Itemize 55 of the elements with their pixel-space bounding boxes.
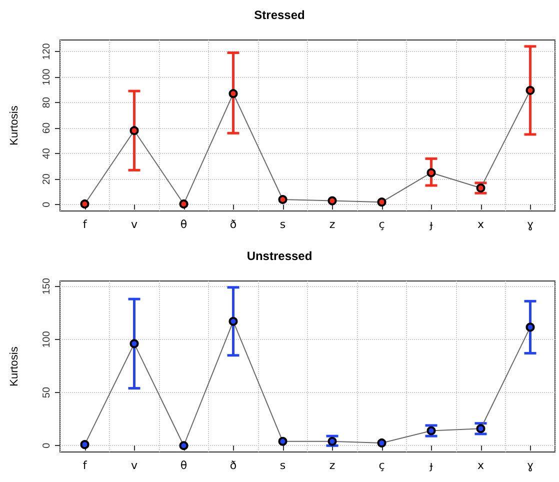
x-tick-label: ç: [378, 218, 385, 231]
chart-title: Unstressed: [246, 249, 312, 263]
x-tick-label: z: [329, 218, 336, 231]
point: [526, 322, 535, 332]
y-tick-label: 120: [42, 42, 52, 60]
x-tick-label: ɣ: [526, 218, 534, 231]
point: [228, 89, 238, 98]
y-tick-label: 40: [42, 148, 52, 160]
x-tick-label: x: [477, 218, 484, 231]
point: [278, 195, 288, 204]
point: [130, 339, 139, 348]
y-tick-label: 60: [42, 122, 52, 134]
y-tick-label: 150: [42, 278, 52, 295]
x-tick-label: z: [329, 459, 336, 472]
y-tick-label: 0: [42, 442, 52, 448]
y-axis-title: Kurtosis: [8, 346, 20, 386]
x-tick-label: s: [280, 459, 286, 472]
x-tick-label: ç: [378, 459, 385, 472]
x-tick-label: θ: [180, 218, 188, 231]
y-tick-label: 100: [42, 68, 52, 86]
y-tick-label: 50: [42, 386, 52, 398]
point: [328, 436, 337, 446]
point: [130, 126, 139, 136]
y-axis-title: Kurtosis: [8, 105, 20, 146]
point: [278, 436, 288, 446]
point: [377, 198, 386, 207]
x-tick-label: θ: [180, 459, 188, 472]
point: [426, 168, 436, 178]
x-tick-label: x: [477, 459, 484, 472]
point: [179, 199, 188, 208]
x-tick-label: s: [280, 218, 286, 231]
point: [476, 184, 486, 193]
y-tick-label: 20: [42, 173, 52, 185]
point: [228, 316, 238, 326]
x-tick-label: f: [82, 459, 88, 472]
point: [328, 196, 337, 206]
point: [80, 440, 90, 450]
point: [179, 441, 188, 450]
point: [476, 424, 486, 434]
x-tick-label: ɟ: [428, 459, 433, 472]
x-tick-label: ɣ: [526, 459, 534, 472]
y-tick-label: 80: [42, 96, 52, 108]
y-tick-label: 0: [42, 201, 52, 208]
point: [526, 86, 535, 95]
x-tick-label: f: [82, 218, 88, 231]
x-tick-label: v: [130, 459, 138, 472]
point: [80, 199, 90, 208]
x-tick-label: ð: [230, 218, 237, 231]
point: [377, 438, 386, 448]
x-tick-label: ð: [230, 459, 237, 472]
x-tick-label: v: [130, 218, 138, 231]
point: [426, 426, 436, 436]
y-tick-label: 100: [42, 330, 52, 348]
chart-title: Stressed: [254, 8, 305, 22]
x-tick-label: ɟ: [428, 218, 433, 231]
